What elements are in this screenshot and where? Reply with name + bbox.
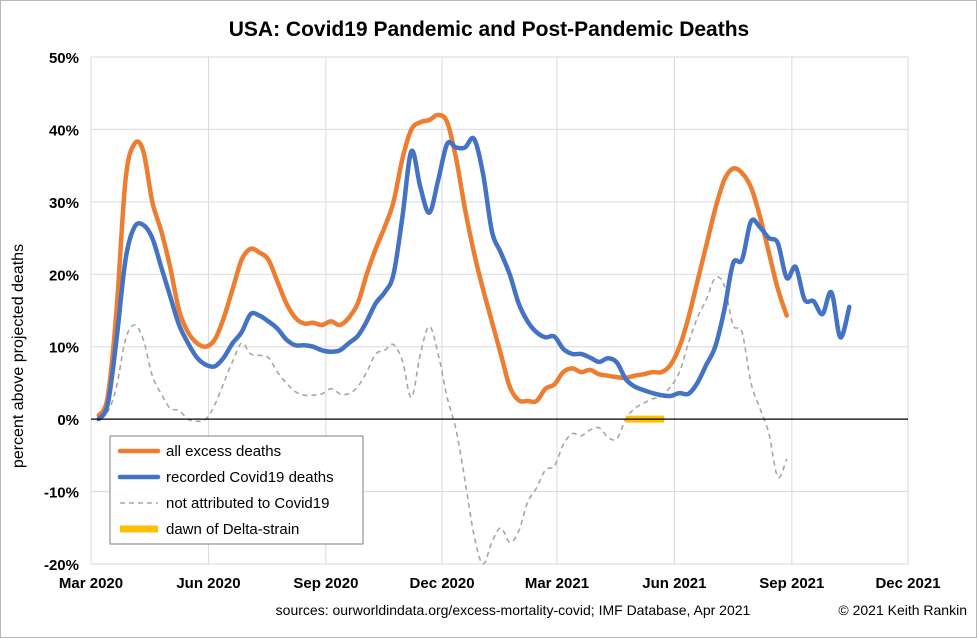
x-tick-label: Jun 2020 <box>176 575 240 592</box>
series-recorded-covid19-deaths <box>96 135 852 422</box>
y-tick-label: 40% <box>49 122 79 139</box>
x-tick-label: Dec 2021 <box>875 575 940 592</box>
title-text: : Covid19 Pandemic and Post-Pandemic Dea… <box>273 18 749 41</box>
footer-copyright: © 2021 Keith Rankin <box>838 602 967 618</box>
axes: -20% -10% 0% 10% 20% 30% 40% 50% Mar 2020 Jun 202… <box>44 50 941 592</box>
footer-sources: sources: ourworldindata.org/excess-morta… <box>276 602 751 618</box>
series-all-excess-deaths <box>96 112 789 418</box>
legend-label: not attributed to Covid19 <box>166 495 329 512</box>
x-tick-label: Dec 2020 <box>410 575 475 592</box>
y-axis-label: percent above projected deaths <box>10 244 27 468</box>
x-tick-label: Mar 2020 <box>59 575 123 592</box>
y-tick-label: 20% <box>49 267 79 284</box>
y-tick-label: 50% <box>49 50 79 67</box>
series-not-attributed-to-covid19 <box>98 276 788 565</box>
x-tick-label: Sep 2021 <box>759 575 824 592</box>
x-tick-label: Sep 2020 <box>293 575 358 592</box>
y-tick-label: -10% <box>44 485 79 502</box>
x-tick-label: Jun 2021 <box>642 575 706 592</box>
legend-label: recorded Covid19 deaths <box>166 469 334 486</box>
legend-label: dawn of Delta-strain <box>166 521 299 538</box>
y-tick-label: -20% <box>44 557 79 574</box>
title-country: USA <box>229 18 273 41</box>
grid <box>90 56 909 565</box>
chart-title: USA: Covid19 Pandemic and Post-Pandemic … <box>229 18 749 41</box>
legend-label: all excess deaths <box>166 443 281 460</box>
y-tick-label: 30% <box>49 195 79 212</box>
x-tick-label: Mar 2021 <box>525 575 589 592</box>
y-tick-label: 0% <box>57 412 79 429</box>
y-tick-label: 10% <box>49 340 79 357</box>
legend: all excess deaths recorded Covid19 deaths… <box>109 435 364 545</box>
